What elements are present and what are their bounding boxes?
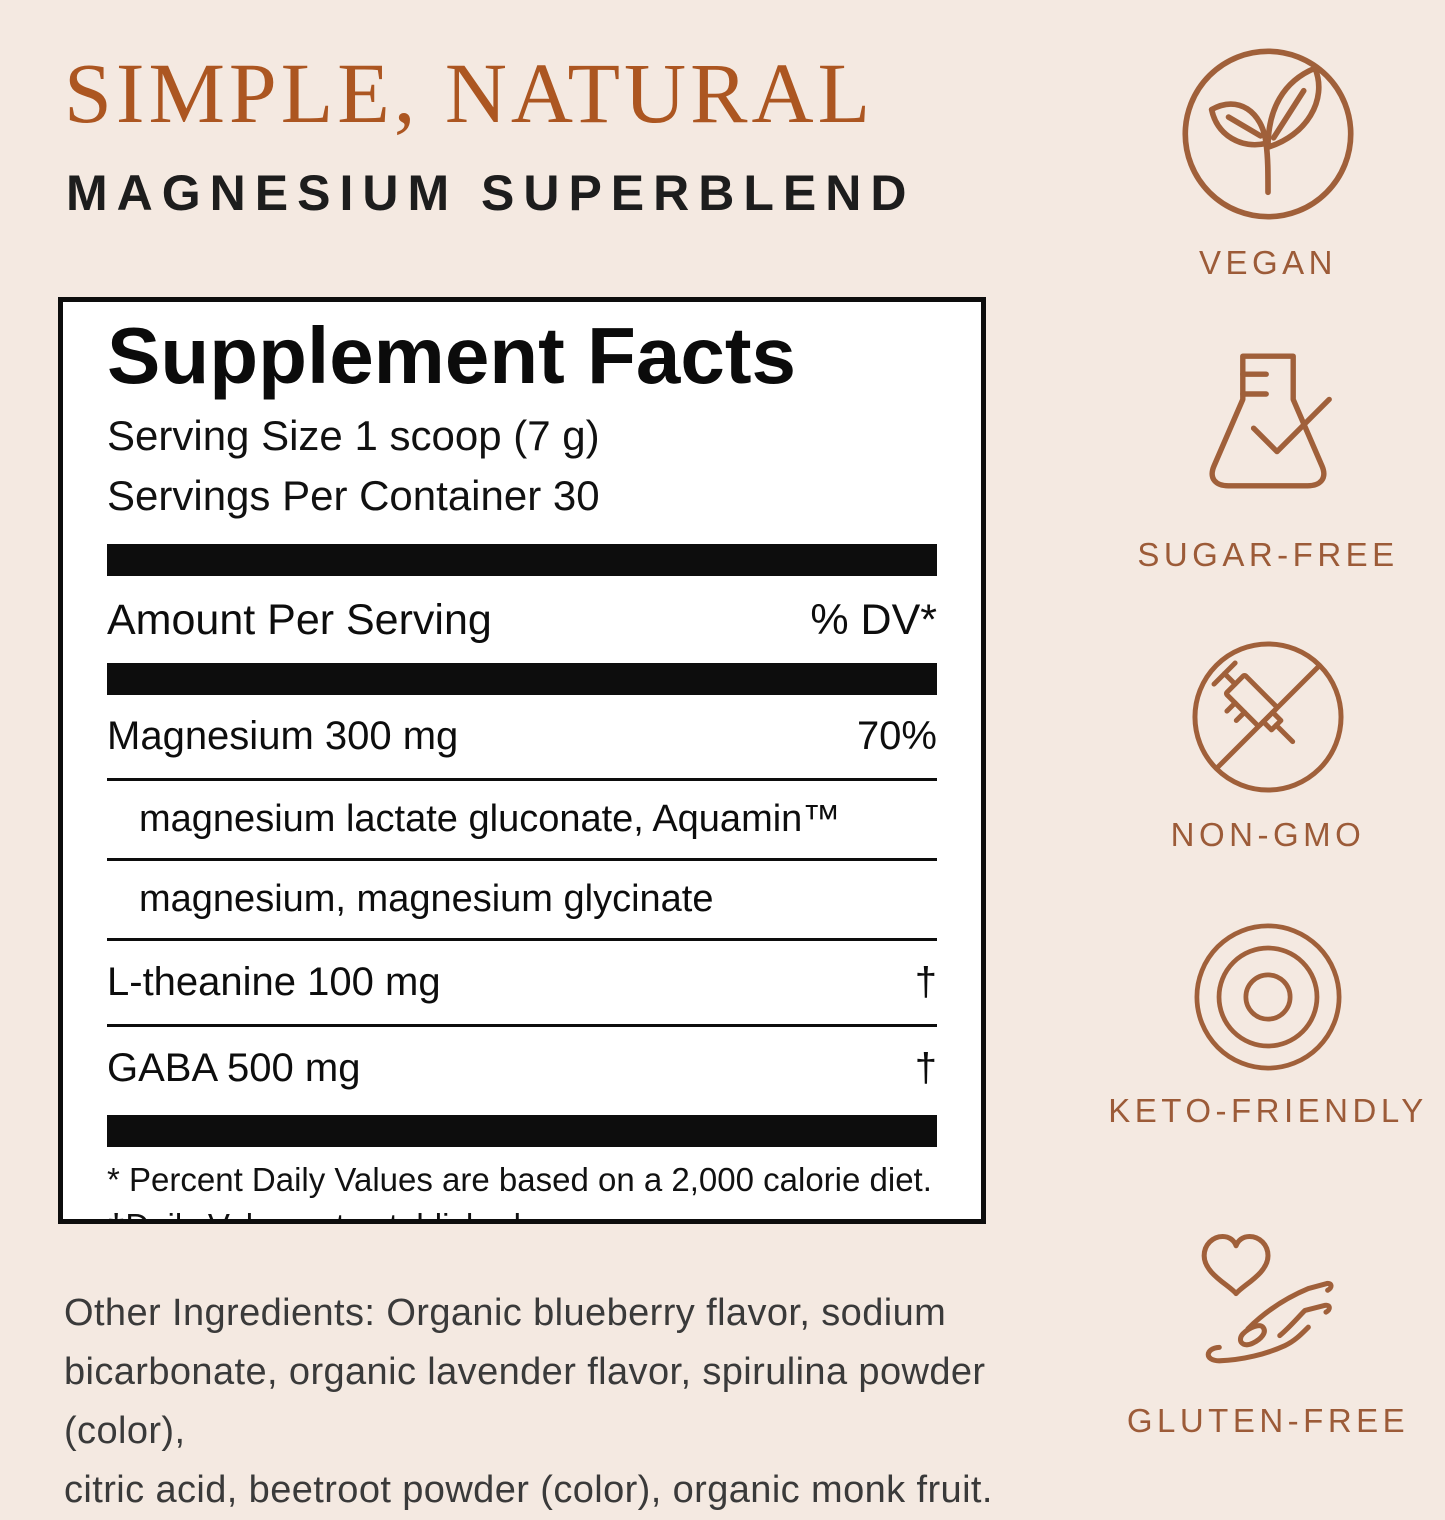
page-title: SIMPLE, NATURAL bbox=[64, 45, 875, 141]
target-circles-icon bbox=[1194, 923, 1342, 1071]
badge-sugar-free: SUGAR-FREE bbox=[1093, 340, 1443, 574]
footnote-dagger: †Daily Value not established. bbox=[107, 1203, 937, 1219]
divider-bar bbox=[107, 663, 937, 695]
badge-vegan: VEGAN bbox=[1093, 40, 1443, 282]
no-syringe-icon bbox=[1192, 641, 1344, 793]
serving-size: Serving Size 1 scoop (7 g) bbox=[107, 412, 600, 459]
ingredient-dv: 70% bbox=[856, 714, 937, 758]
ingredient-name: GABA 500 mg bbox=[107, 1046, 361, 1090]
badge-label: SUGAR-FREE bbox=[1137, 536, 1399, 573]
badge-label: NON-GMO bbox=[1170, 816, 1366, 853]
other-ingredients: Other Ingredients: Organic blueberry fla… bbox=[64, 1284, 1074, 1520]
leaf-sprout-icon bbox=[1182, 48, 1354, 220]
supplement-facts-heading: Supplement Facts bbox=[107, 311, 797, 400]
table-row: magnesium lactate gluconate, Aquamin™ bbox=[107, 781, 937, 861]
badge-label: GLUTEN-FREE bbox=[1126, 1402, 1410, 1439]
other-ingredients-line: citric acid, beetroot powder (color), or… bbox=[64, 1469, 993, 1511]
badge-non-gmo: NON-GMO bbox=[1093, 634, 1443, 854]
heart-in-hand-icon bbox=[1201, 1233, 1334, 1364]
ingredient-name: Magnesium 300 mg bbox=[107, 714, 459, 758]
column-percent-dv: % DV* bbox=[810, 596, 937, 644]
supplement-facts-panel: Supplement Facts Serving Size 1 scoop (7… bbox=[58, 297, 986, 1224]
table-row: GABA 500 mg † bbox=[107, 1027, 937, 1115]
table-row: L-theanine 100 mg † bbox=[107, 941, 937, 1027]
ingredient-name: magnesium, magnesium glycinate bbox=[139, 878, 714, 920]
column-amount-per-serving: Amount Per Serving bbox=[107, 596, 492, 644]
divider-bar bbox=[107, 544, 937, 576]
table-row: Magnesium 300 mg 70% bbox=[107, 695, 937, 781]
flask-check-icon bbox=[1209, 353, 1332, 489]
badge-label: KETO-FRIENDLY bbox=[1108, 1092, 1428, 1129]
badge-gluten-free: GLUTEN-FREE bbox=[1093, 1218, 1443, 1440]
servings-per-container: Servings Per Container 30 bbox=[107, 472, 600, 519]
badge-keto-friendly: KETO-FRIENDLY bbox=[1093, 918, 1443, 1130]
badge-label: VEGAN bbox=[1198, 244, 1338, 281]
ingredient-dv: † bbox=[914, 1046, 937, 1090]
footnote-daily-values: * Percent Daily Values are based on a 2,… bbox=[107, 1161, 932, 1198]
divider-bar bbox=[107, 1115, 937, 1147]
other-ingredients-line: Other Ingredients: Organic blueberry fla… bbox=[64, 1292, 947, 1334]
page-subtitle: MAGNESIUM SUPERBLEND bbox=[66, 165, 916, 221]
ingredient-name: L-theanine 100 mg bbox=[107, 960, 441, 1004]
column-header-row: Amount Per Serving % DV* bbox=[107, 576, 937, 663]
table-row: magnesium, magnesium glycinate bbox=[107, 861, 937, 941]
other-ingredients-line: bicarbonate, organic lavender flavor, sp… bbox=[64, 1351, 986, 1452]
ingredient-name: magnesium lactate gluconate, Aquamin™ bbox=[139, 798, 841, 840]
ingredient-dv: † bbox=[914, 960, 937, 1004]
